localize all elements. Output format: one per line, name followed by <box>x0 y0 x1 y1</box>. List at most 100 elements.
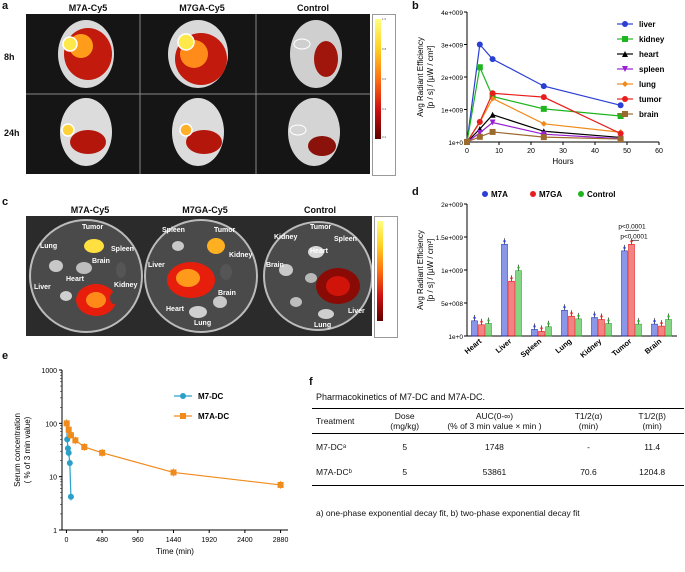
dish3-label-kidney: Kidney <box>274 234 298 241</box>
data-point-heart <box>489 111 496 118</box>
data-point-tumor <box>540 94 547 101</box>
data-point-spleen <box>489 119 496 126</box>
data-point-tumor <box>617 130 624 137</box>
data-point-brain <box>489 128 496 135</box>
panel-c-col-control: Control <box>304 205 336 215</box>
x-tick-label-heart: Heart <box>463 336 484 356</box>
pk-table-title: Pharmacokinetics of M7-DC and M7A-DC. <box>316 392 486 402</box>
panel-a-row-24h: 24h <box>4 128 20 138</box>
x-tick-label: 60 <box>655 148 663 155</box>
y-tick-label: 10 <box>49 475 57 482</box>
panel-letter-b: b <box>412 0 419 12</box>
legend-label-m7ga: M7GA <box>539 190 562 199</box>
legend-marker-m7a <box>482 191 488 197</box>
data-dot <box>540 327 543 330</box>
y-tick-label: 1.5e+009 <box>436 235 464 242</box>
y-tick-label: 1e+0 <box>448 140 463 147</box>
data-point-brain <box>540 134 547 141</box>
bar-M7GA-liver <box>508 280 515 337</box>
pk-header-thalf-alpha-unit: (min) <box>578 421 599 431</box>
colorbar-tick-1: 1.0 <box>382 17 387 21</box>
panel-a-col-control: Control <box>297 3 329 13</box>
colorbar-tick-3: 0.6 <box>382 77 387 81</box>
data-point-m7a-dc <box>277 481 284 488</box>
dish2-label-lung: Lung <box>194 320 212 327</box>
bar-M7GA-kidney <box>598 319 605 337</box>
bar-M7GA-brain <box>658 325 665 337</box>
legend-label-brain: brain <box>639 110 659 119</box>
bar-M7GA-spleen <box>538 331 545 337</box>
y-axis-label: Avg Radiant Efficiency[p / s] / [µW / cm… <box>416 37 435 117</box>
y-tick-label: 2e+009 <box>441 202 463 209</box>
pk-cell: M7A-DCᵇ <box>316 467 352 478</box>
data-point-liver <box>540 83 547 90</box>
dish2-label-liver: Liver <box>148 262 165 269</box>
data-point-liver <box>476 41 483 48</box>
pk-header-auc-text: AUC(0-∞) <box>475 411 514 421</box>
dish1-label-lung: Lung <box>40 243 58 250</box>
data-point-liver <box>617 102 624 109</box>
data-point-kidney <box>540 105 547 112</box>
panel-a-mouse-grid <box>26 14 370 174</box>
mouse-m7a-24h <box>60 98 112 166</box>
data-point-m7a-dc <box>65 426 72 433</box>
y-axis-label: Avg Radiant Efficiency[p / s] / [µW / cm… <box>416 230 435 310</box>
dish1-label-liver: Liver <box>34 284 51 291</box>
bar-M7GA-tumor <box>628 243 635 337</box>
pk-cell: 5 <box>402 441 408 452</box>
legend-marker-m7-dc <box>180 393 186 399</box>
dish3-label-brain: Brain <box>266 262 284 269</box>
data-dot <box>577 314 580 318</box>
x-tick-label: 0 <box>65 537 69 544</box>
y-tick-label: 1 <box>53 528 57 535</box>
data-dot <box>533 325 536 328</box>
data-point-m7a-dc <box>170 469 177 476</box>
panel-letter-f: f <box>309 376 313 388</box>
panel-a-ivis-image <box>26 14 370 174</box>
x-tick-label-tumor: Tumor <box>610 337 633 359</box>
dish3-label-spleen: Spleen <box>334 236 357 243</box>
pk-table-header-row: Treatment Dose (mg/kg) AUC(0-∞) (% of 3 mi… <box>312 408 684 434</box>
dish2-label-tumor: Tumor <box>214 227 236 234</box>
data-point-kidney <box>476 64 483 71</box>
pk-header-treatment-text: Treatment <box>316 416 355 426</box>
data-point-m7-dc <box>66 460 73 467</box>
pk-header-thalf-alpha: T1/2(α) (min) <box>557 409 621 434</box>
colorbar-c-gradient <box>377 221 383 321</box>
x-tick-label: 50 <box>623 148 631 155</box>
legend-label-heart: heart <box>639 50 659 59</box>
dish-1 <box>29 219 143 333</box>
data-dot <box>660 321 663 325</box>
pk-header-dose: Dose (mg/kg) <box>377 409 432 434</box>
x-tick-label-kidney: Kidney <box>578 336 604 360</box>
pk-cell: 1748 <box>485 441 504 452</box>
y-tick-label: 100 <box>45 421 57 428</box>
pk-cell: 53861 <box>482 467 507 478</box>
pk-cell: 70.6 <box>580 467 597 478</box>
bar-M7A-spleen <box>531 329 538 337</box>
data-dot <box>637 319 640 323</box>
bar-M7A-tumor <box>621 250 628 337</box>
x-tick-label: 1440 <box>166 537 182 544</box>
legend-marker-brain <box>622 111 628 117</box>
pk-cell: 11.4 <box>644 441 661 452</box>
bar-Control-heart <box>485 323 492 337</box>
colorbar-tick-5: 0.2 <box>382 135 387 139</box>
pk-header-dose-text: Dose <box>394 411 415 421</box>
data-dot <box>600 315 603 318</box>
data-point-liver <box>489 56 496 63</box>
x-tick-label: 2880 <box>273 537 289 544</box>
dish3-label-lung: Lung <box>314 322 332 329</box>
dish1-label-heart: Heart <box>66 276 84 283</box>
pk-cell: - <box>587 441 590 452</box>
legend-marker-kidney <box>622 36 628 42</box>
data-dot <box>473 316 476 320</box>
data-point-brain <box>617 136 624 143</box>
dish1-label-spleen: Spleen <box>111 246 134 253</box>
bar-Control-spleen <box>545 326 552 337</box>
panel-a-col-m7ga: M7GA-Cy5 <box>179 3 225 13</box>
legend-label-m7a-dc: M7A-DC <box>198 412 229 421</box>
data-dot <box>517 266 520 269</box>
dish2-label-kidney: Kidney <box>229 252 253 259</box>
pk-header-treatment: Treatment <box>312 409 377 434</box>
